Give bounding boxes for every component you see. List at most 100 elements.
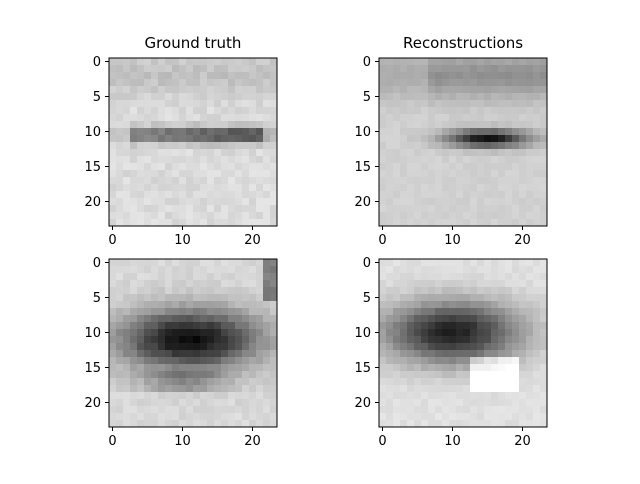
heatmap-cell xyxy=(228,114,236,122)
heatmap-cell xyxy=(270,329,278,337)
heatmap-cell xyxy=(386,301,394,309)
heatmap-cell xyxy=(214,219,222,227)
heatmap-cell xyxy=(484,114,492,122)
heatmap-cell xyxy=(151,343,159,351)
heatmap-cell xyxy=(207,65,215,73)
heatmap-cell xyxy=(477,156,485,164)
heatmap-cell xyxy=(172,336,180,344)
heatmap-cell xyxy=(165,301,173,309)
heatmap-cell xyxy=(491,177,499,185)
heatmap-cell xyxy=(463,191,471,199)
heatmap-cell xyxy=(228,378,236,386)
heatmap-cell xyxy=(151,259,159,267)
heatmap-cell xyxy=(512,315,520,323)
heatmap-cell xyxy=(228,107,236,115)
x-tick-label: 10 xyxy=(444,434,461,449)
heatmap-cell xyxy=(498,308,506,316)
heatmap-cell xyxy=(512,406,520,414)
heatmap-cell xyxy=(540,343,548,351)
heatmap-cell xyxy=(200,406,208,414)
heatmap-cell xyxy=(519,322,527,330)
heatmap-cell xyxy=(421,142,429,150)
heatmap-cell xyxy=(165,273,173,281)
heatmap-cell xyxy=(123,198,131,206)
heatmap-cell xyxy=(207,413,215,421)
heatmap-cell xyxy=(519,100,527,108)
heatmap-cell xyxy=(442,58,450,66)
heatmap-cell xyxy=(109,100,117,108)
heatmap-cell xyxy=(442,294,450,302)
heatmap-cell xyxy=(109,170,117,178)
heatmap-cell xyxy=(116,364,124,372)
heatmap-cell xyxy=(137,58,145,66)
heatmap-cell xyxy=(400,205,408,213)
heatmap-cell xyxy=(165,420,173,428)
heatmap-cell xyxy=(109,212,117,220)
heatmap-cell xyxy=(137,65,145,73)
heatmap-cell xyxy=(207,163,215,171)
heatmap-cell xyxy=(491,191,499,199)
heatmap-cell xyxy=(400,399,408,407)
heatmap-cell xyxy=(491,184,499,192)
heatmap-cell xyxy=(214,177,222,185)
heatmap-cell xyxy=(491,357,499,365)
heatmap-cell xyxy=(214,266,222,274)
heatmap-cell xyxy=(533,350,541,358)
heatmap-cell xyxy=(386,100,394,108)
heatmap-cell xyxy=(116,93,124,101)
heatmap-cell xyxy=(109,392,117,400)
heatmap-cell xyxy=(193,170,201,178)
heatmap-cell xyxy=(116,114,124,122)
heatmap-cell xyxy=(414,350,422,358)
heatmap-cell xyxy=(386,308,394,316)
heatmap-cell xyxy=(123,413,131,421)
panel-frame xyxy=(378,57,548,227)
heatmap-cell xyxy=(400,329,408,337)
heatmap-cell xyxy=(386,259,394,267)
heatmap-cell xyxy=(151,114,159,122)
heatmap-cell xyxy=(491,121,499,129)
heatmap-cell xyxy=(263,315,271,323)
heatmap-cell xyxy=(449,142,457,150)
heatmap-cell xyxy=(221,357,229,365)
heatmap-cell xyxy=(123,128,131,136)
heatmap-cell xyxy=(533,420,541,428)
heatmap-cell xyxy=(421,329,429,337)
heatmap-cell xyxy=(256,364,264,372)
heatmap-cell xyxy=(270,149,278,157)
heatmap-cell xyxy=(158,65,166,73)
heatmap-cell xyxy=(407,184,415,192)
heatmap-cell xyxy=(165,392,173,400)
heatmap-cell xyxy=(186,343,194,351)
heatmap-cell xyxy=(484,357,492,365)
heatmap-cell xyxy=(449,219,457,227)
heatmap-cell xyxy=(179,93,187,101)
heatmap-cell xyxy=(249,385,257,393)
heatmap-cell xyxy=(116,149,124,157)
heatmap-cell xyxy=(400,287,408,295)
heatmap-cell xyxy=(221,191,229,199)
heatmap-cell xyxy=(463,364,471,372)
heatmap-cell xyxy=(144,86,152,94)
heatmap-cell xyxy=(249,65,257,73)
heatmap-cell xyxy=(200,308,208,316)
heatmap-cell xyxy=(158,413,166,421)
heatmap-cell xyxy=(414,142,422,150)
heatmap-cell xyxy=(270,72,278,80)
heatmap-cell xyxy=(435,121,443,129)
heatmap-cell xyxy=(165,378,173,386)
heatmap-cell xyxy=(421,294,429,302)
heatmap-cell xyxy=(540,72,548,80)
heatmap-cell xyxy=(463,212,471,220)
heatmap-cell xyxy=(393,329,401,337)
heatmap-cell xyxy=(242,142,250,150)
heatmap-cell xyxy=(123,420,131,428)
heatmap-cell xyxy=(393,280,401,288)
heatmap-cell xyxy=(165,294,173,302)
x-tick-label: 20 xyxy=(244,434,261,449)
heatmap-cell xyxy=(519,357,527,365)
heatmap-cell xyxy=(414,308,422,316)
heatmap-cell xyxy=(144,198,152,206)
heatmap-cell xyxy=(186,329,194,337)
heatmap-cell xyxy=(463,287,471,295)
